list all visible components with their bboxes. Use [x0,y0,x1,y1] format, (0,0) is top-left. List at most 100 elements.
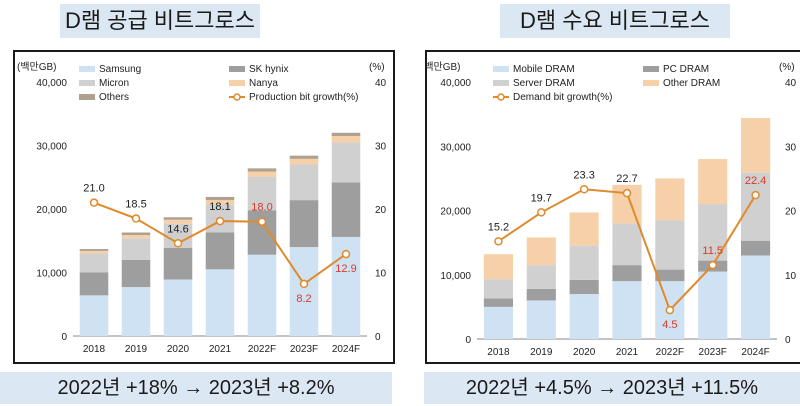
y2-tick-label: 0 [785,335,791,346]
growth-point [341,249,351,259]
y2-tick-label: 20 [785,207,797,218]
bar-pc-dram-2018 [483,298,513,307]
y2-tick-label: 40 [785,78,797,89]
bar-mobile-dram-2019 [526,300,556,339]
x-tick-label: 2021 [209,344,232,355]
x-tick-label: 2022F [656,347,684,358]
bar-samsung-2023f [289,247,319,336]
demand-chart: (백만GB) (%) 40,000 30,000 20,000 10,000 0 40 30 20… [427,61,797,358]
bar-server-dram-2023f [698,204,728,261]
growth-point [257,217,267,226]
growth-data-label: 15.2 [488,221,509,233]
bar-mobile-dram-2020 [569,294,599,339]
legend-label: Production bit growth(%) [249,92,359,103]
y2-tick-label: 0 [375,332,381,343]
x-tick-label: 2020 [167,344,190,355]
bar-micron-2022f [247,176,277,211]
bar-pc-dram-2022f [655,269,685,282]
y-axis-unit-label: (백만GB) [427,61,461,73]
x-tick-label: 2019 [530,347,553,358]
bar-samsung-2021 [205,269,235,336]
y2-tick-label: 30 [375,142,387,153]
y-tick-label: 20,000 [36,205,67,216]
growth-data-label: 12.9 [335,263,356,275]
growth-point [299,279,309,289]
growth-data-label: 18.5 [125,199,146,211]
growth-data-label: 4.5 [662,319,677,331]
x-tick-label: 2024F [741,347,769,358]
bar-nanya-2023f [289,158,319,165]
growth-data-label: 22.4 [745,175,766,187]
y2-axis-unit-label: (%) [779,62,795,73]
growth-point [215,216,225,226]
legend-swatch [79,66,95,72]
growth-point [751,190,760,200]
x-tick-label: 2018 [83,344,106,355]
bar-server-dram-2020 [569,245,599,280]
left-chart-title: D램 공급 비트그로스 [60,4,260,38]
legend-swatch [643,80,659,86]
bar-sk-hynix-2020 [163,247,193,280]
growth-data-label: 18.1 [209,201,230,213]
y-tick-label: 0 [465,335,471,346]
legend-label: SK hynix [249,64,288,75]
legend-label: Micron [99,78,129,89]
y-tick-label: 30,000 [36,142,67,153]
bar-server-dram-2018 [483,279,513,299]
bar-others-2019 [121,232,151,236]
legend-line-marker [233,93,241,101]
growth-data-label: 21.0 [83,183,104,195]
bar-others-2023f [289,155,319,159]
legend-label: Mobile DRAM [513,64,575,75]
legend-swatch [229,80,245,86]
bar-other-dram-2023f [698,159,728,205]
y-tick-label: 40,000 [36,78,67,89]
bar-nanya-2024f [331,135,361,143]
x-tick-label: 2023F [699,347,727,358]
growth-point [89,198,99,207]
bar-nanya-2019 [121,235,151,239]
bar-others-2018 [79,249,109,251]
legend-label: Demand bit growth(%) [513,92,612,103]
legend-label: PC DRAM [663,64,709,75]
bar-others-2020 [163,217,193,220]
growth-point [665,305,675,315]
bar-mobile-dram-2023f [698,271,728,339]
growth-data-label: 14.6 [167,223,188,235]
growth-data-label: 19.7 [531,192,552,204]
bar-sk-hynix-2021 [205,232,235,270]
bar-mobile-dram-2018 [483,306,513,339]
bar-other-dram-2018 [483,254,513,280]
bar-mobile-dram-2024f [741,255,771,339]
bar-nanya-2021 [205,200,235,205]
bar-others-2024f [331,132,361,136]
growth-data-label: 22.7 [616,173,637,185]
y2-tick-label: 10 [375,269,387,280]
x-tick-label: 2022F [248,344,276,355]
bar-nanya-2018 [79,250,109,254]
x-tick-label: 2020 [573,347,596,358]
legend-label: Others [99,92,129,103]
bar-samsung-2022f [247,254,277,336]
bar-samsung-2018 [79,295,109,336]
y-axis-unit-label: (백만GB) [17,61,57,73]
right-chart-title: D램 수요 비트그로스 [500,4,730,38]
bar-sk-hynix-2024f [331,182,361,237]
bar-others-2022f [247,168,277,172]
bar-sk-hynix-2023f [289,200,319,248]
y-tick-label: 30,000 [440,142,471,153]
bar-sk-hynix-2019 [121,259,151,288]
bar-other-dram-2019 [526,237,556,266]
growth-point [708,260,717,270]
y2-tick-label: 20 [375,205,387,216]
legend-swatch [79,94,95,100]
x-tick-label: 2018 [487,347,510,358]
y-tick-label: 10,000 [440,271,471,282]
bar-micron-2019 [121,238,151,260]
y2-tick-label: 30 [785,142,797,153]
y2-axis-unit-label: (%) [369,62,385,73]
growth-point [579,185,589,194]
demand-chart-panel: (백만GB) (%) 40,000 30,000 20,000 10,000 0 40 30 20… [425,50,800,364]
y-tick-label: 0 [61,332,67,343]
legend-swatch [229,66,245,72]
